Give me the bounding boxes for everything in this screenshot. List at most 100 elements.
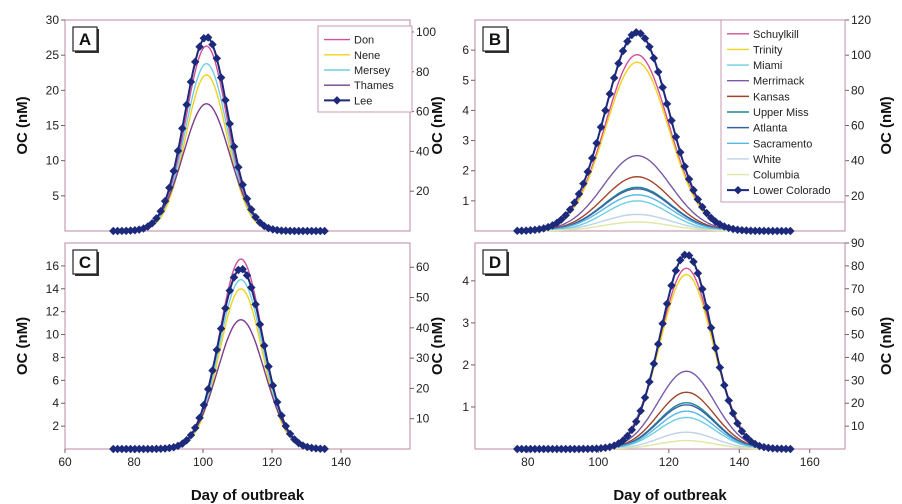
y-tick-label: 6 <box>462 43 469 57</box>
legend-entry: Mersey <box>354 65 391 77</box>
chart-panel-c: 2 4 6 8 10 12 14 16 10 20 30 40 50 60 60 80 100 120 140 OC … <box>14 242 430 504</box>
legend-entry: Nene <box>354 50 380 62</box>
data-point-marker <box>109 226 118 236</box>
data-point-marker <box>186 430 196 440</box>
y-tick-label: 1 <box>462 194 469 208</box>
data-point-marker <box>259 341 269 350</box>
data-point-marker <box>290 226 299 236</box>
data-point-marker <box>212 345 222 355</box>
data-point-marker <box>147 219 157 228</box>
y-tick-label: 30 <box>46 13 60 27</box>
y2-tick-label: 20 <box>851 396 865 410</box>
legend-entry: Sacramento <box>753 138 812 150</box>
y-axis-label: OC (nM) <box>429 317 446 375</box>
data-point-marker <box>316 226 325 236</box>
y-tick-label: 4 <box>462 274 469 288</box>
data-point-marker <box>724 396 733 405</box>
y2-tick-label: 50 <box>851 328 865 342</box>
x-tick-label: 80 <box>521 455 535 469</box>
data-point-marker <box>640 34 650 43</box>
x-tick-label: 100 <box>588 455 608 469</box>
x-tick-label: 160 <box>800 455 820 469</box>
data-point-marker <box>173 146 183 156</box>
data-point-marker <box>130 444 140 454</box>
y-tick-label: 25 <box>46 48 60 62</box>
data-point-marker <box>165 183 174 193</box>
panel-label: A <box>79 30 91 49</box>
x-tick-label: 120 <box>659 455 679 469</box>
y2-tick-label: 60 <box>851 305 865 319</box>
x-tick-label: 140 <box>729 455 749 469</box>
data-point-marker <box>208 366 217 375</box>
legend-entry: Lee <box>354 95 372 107</box>
legend-entry: Lower Colorado <box>753 185 831 197</box>
y2-tick-label: 10 <box>851 419 865 433</box>
x-tick-label: 140 <box>331 455 351 469</box>
panel-label-box <box>482 249 508 275</box>
data-point-marker <box>592 138 601 148</box>
data-point-marker <box>680 162 689 171</box>
data-point-marker <box>225 119 234 128</box>
y-tick-label: 6 <box>52 373 59 387</box>
legend-entry: Thames <box>354 80 394 92</box>
data-point-marker <box>212 54 222 63</box>
y-tick-label: 3 <box>462 134 469 148</box>
data-point-marker <box>579 179 588 188</box>
data-point-marker <box>225 286 235 295</box>
legend-entry: Upper Miss <box>753 107 809 119</box>
data-point-marker <box>649 359 659 369</box>
y2-axis-label: OC (nM) <box>878 317 895 375</box>
data-point-marker <box>199 400 209 410</box>
y-tick-label: 3 <box>462 316 469 330</box>
data-point-marker <box>662 99 672 109</box>
data-point-marker <box>570 444 579 454</box>
legend-entry: Schuylkill <box>753 29 799 41</box>
data-point-marker <box>548 444 557 454</box>
data-point-marker <box>733 419 742 428</box>
data-point-marker <box>654 339 663 349</box>
data-point-marker <box>247 205 256 214</box>
data-point-marker <box>203 384 213 394</box>
data-point-marker <box>768 226 778 236</box>
data-point-marker <box>285 226 295 236</box>
y2-tick-label: 60 <box>416 105 430 119</box>
x-tick-label: 120 <box>262 455 282 469</box>
data-point-marker <box>698 202 707 212</box>
legend-entry: Columbia <box>753 170 800 182</box>
y2-tick-label: 20 <box>416 184 430 198</box>
data-point-marker <box>535 444 544 454</box>
y2-tick-label: 100 <box>851 48 871 62</box>
data-point-marker <box>601 106 610 115</box>
y2-tick-label: 40 <box>416 144 430 158</box>
data-point-marker <box>764 226 773 236</box>
y2-tick-label: 90 <box>851 236 865 250</box>
data-point-marker <box>698 284 707 294</box>
data-point-marker <box>113 444 122 454</box>
data-point-marker <box>742 432 751 442</box>
data-point-marker <box>543 444 553 454</box>
data-point-marker <box>268 381 278 390</box>
y-tick-label: 2 <box>462 164 469 178</box>
data-point-marker <box>693 195 703 204</box>
legend-entry: Trinity <box>753 44 783 56</box>
x-axis-label: Day of outbreak <box>613 487 727 504</box>
chart-panel-a: 5 10 15 20 25 30 20 40 60 80 100 OC (nM) A Don Nene Mer… <box>14 13 436 236</box>
y-axis-label: OC (nM) <box>14 96 31 154</box>
y-tick-label: 2 <box>462 358 469 372</box>
y-tick-label: 4 <box>52 396 59 410</box>
data-point-marker <box>242 271 252 280</box>
data-point-marker <box>711 343 720 353</box>
legend-entry: Miami <box>753 60 782 72</box>
data-point-marker <box>109 444 118 454</box>
data-point-marker <box>160 196 170 206</box>
data-point-marker <box>264 362 273 371</box>
y-tick-label: 1 <box>462 400 469 414</box>
x-axis-label: Day of outbreak <box>191 487 305 504</box>
legend-entry: Atlanta <box>753 123 788 135</box>
data-point-marker <box>186 77 196 87</box>
data-point-marker <box>653 67 663 77</box>
data-point-marker <box>517 444 526 454</box>
panel-label-box <box>72 26 98 52</box>
y-tick-label: 15 <box>46 119 60 133</box>
y-tick-label: 16 <box>46 259 60 273</box>
